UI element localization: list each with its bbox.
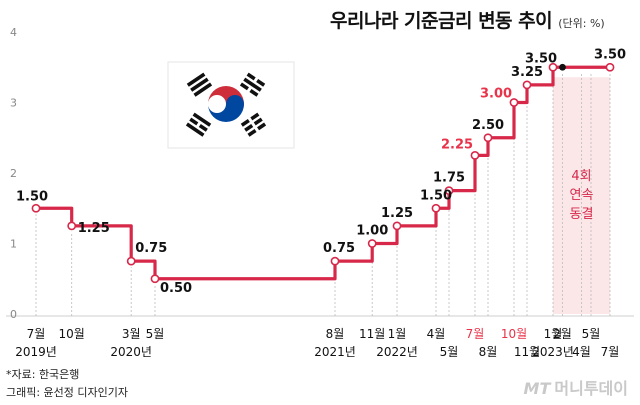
data-point xyxy=(522,80,532,90)
trigram-ri xyxy=(185,112,212,137)
x-tick-label: 4월 xyxy=(572,345,591,359)
x-tick-label: 11월 xyxy=(514,345,540,359)
data-point xyxy=(330,256,340,266)
credit-note: 그래픽: 윤선정 디자인기자 xyxy=(6,386,129,399)
x-tick-label: 3월 xyxy=(122,327,141,341)
freeze-annotation: 4회 xyxy=(571,169,591,184)
data-point xyxy=(150,274,160,284)
x-tick-label: 7월 xyxy=(466,327,485,341)
x-tick-label: 4월 xyxy=(427,327,446,341)
x-tick-label: 11월 xyxy=(359,327,385,341)
x-tick-label: 5월 xyxy=(440,345,459,359)
x-tick-label: 5월 xyxy=(582,327,601,341)
data-label: 3.50 xyxy=(525,51,557,66)
data-label: 2.50 xyxy=(472,118,504,133)
unit-label: (단위: %) xyxy=(558,17,605,30)
data-point xyxy=(126,256,136,266)
freeze-annotation: 연속 xyxy=(570,188,594,203)
data-label: 0.75 xyxy=(323,241,355,256)
data-label: 1.25 xyxy=(78,221,110,236)
data-point xyxy=(392,221,402,231)
x-tick-label: 10월 xyxy=(59,327,85,341)
x-tick-label: 2월 xyxy=(553,327,572,341)
chart-title: 우리나라 기준금리 변동 추이 (단위: %) xyxy=(330,6,634,33)
data-point xyxy=(67,221,77,231)
x-tick-label: 7월 xyxy=(601,345,620,359)
watermark-text: 머니투데이 xyxy=(554,379,628,398)
y-tick-label: 1 xyxy=(10,238,17,251)
x-year-label: 2022년 xyxy=(376,345,418,359)
x-year-label: 2019년 xyxy=(15,345,57,359)
y-tick-label: 3 xyxy=(10,97,17,110)
data-label: 1.50 xyxy=(420,188,452,203)
data-label: 3.50 xyxy=(594,47,626,62)
x-year-label: 2021년 xyxy=(314,345,356,359)
data-label: 1.25 xyxy=(381,206,413,221)
data-label: 1.75 xyxy=(433,171,465,186)
korean-flag-icon xyxy=(167,61,295,149)
data-label: 1.50 xyxy=(16,189,48,204)
watermark-mark: MT xyxy=(523,379,551,398)
data-point xyxy=(509,98,519,107)
taegeuk-blue xyxy=(208,95,244,122)
x-tick-label: 1월 xyxy=(388,327,407,341)
source-note: *자료: 한국은행 xyxy=(6,368,80,381)
x-tick-label: 8월 xyxy=(479,345,498,359)
data-label: 2.25 xyxy=(441,137,473,152)
rate-series-line xyxy=(36,65,610,281)
x-tick-label: 10월 xyxy=(501,327,527,341)
y-tick-label: 4 xyxy=(10,26,17,39)
data-point xyxy=(431,203,441,213)
x-year-label: 2023년 xyxy=(532,345,574,359)
y-tick-label: 0 xyxy=(10,308,17,321)
watermark: MT 머니투데이 xyxy=(524,375,628,399)
trigram-gon xyxy=(240,112,267,137)
data-label: 0.75 xyxy=(135,241,167,256)
data-label: 0.50 xyxy=(160,281,192,296)
x-tick-label: 7월 xyxy=(27,327,46,341)
freeze-point xyxy=(559,63,566,71)
data-point xyxy=(605,62,615,72)
freeze-annotation: 동결 xyxy=(570,207,594,222)
x-tick-label: 1월 xyxy=(544,327,563,341)
data-point xyxy=(483,133,493,143)
data-point xyxy=(470,150,480,160)
x-tick-label: 8월 xyxy=(326,327,345,341)
title-text: 우리나라 기준금리 변동 추이 xyxy=(330,10,553,32)
data-label: 1.00 xyxy=(356,224,388,239)
x-tick-label: 5월 xyxy=(146,327,165,341)
trigram-geon xyxy=(186,72,213,97)
data-label: 3.00 xyxy=(480,87,512,102)
trigram-gam xyxy=(239,72,266,97)
data-point xyxy=(444,186,454,196)
data-label: 3.25 xyxy=(511,65,543,80)
data-point xyxy=(367,239,377,248)
data-point xyxy=(31,203,41,213)
x-year-label: 2020년 xyxy=(110,345,152,359)
y-tick-label: 2 xyxy=(10,167,17,180)
data-point xyxy=(548,62,558,72)
